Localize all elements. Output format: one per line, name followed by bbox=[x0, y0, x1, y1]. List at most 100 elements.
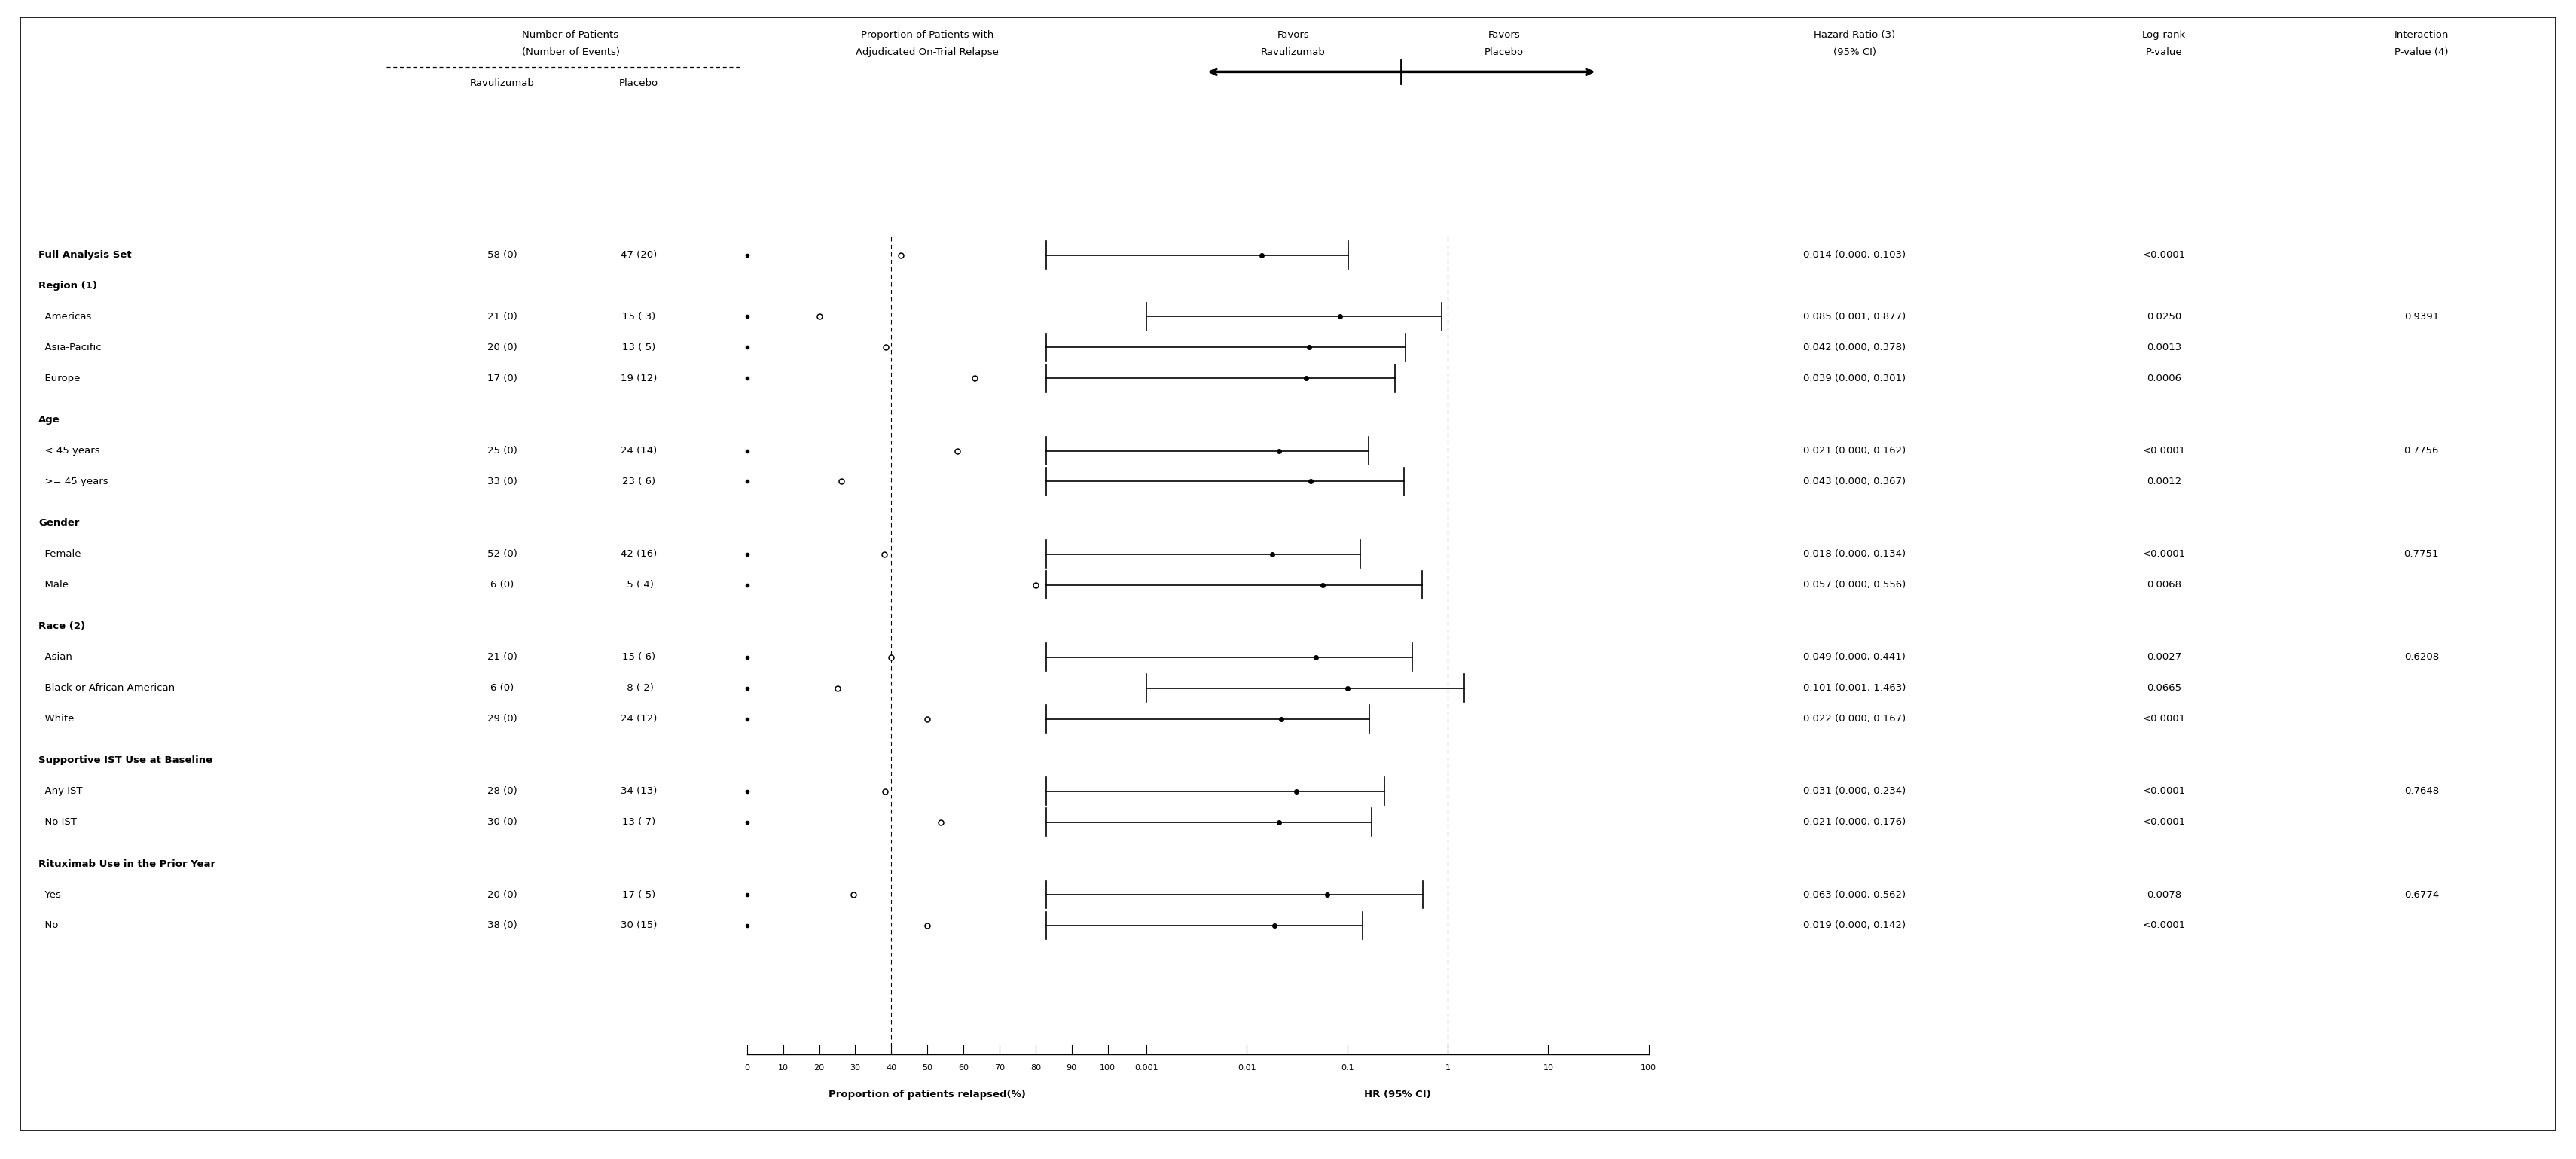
Text: Asian: Asian bbox=[39, 653, 72, 662]
Text: 0.019 (0.000, 0.142): 0.019 (0.000, 0.142) bbox=[1803, 920, 1906, 931]
Text: Age: Age bbox=[39, 415, 59, 425]
Text: 8 ( 2): 8 ( 2) bbox=[623, 684, 654, 693]
Text: 0.0006: 0.0006 bbox=[2146, 373, 2182, 384]
Text: Region (1): Region (1) bbox=[39, 280, 98, 291]
Text: 6 (0): 6 (0) bbox=[489, 684, 515, 693]
Text: Hazard Ratio (3): Hazard Ratio (3) bbox=[1814, 30, 1896, 39]
Text: 21 (0): 21 (0) bbox=[487, 653, 518, 662]
Text: 30 (0): 30 (0) bbox=[487, 817, 518, 828]
Text: 0.042 (0.000, 0.378): 0.042 (0.000, 0.378) bbox=[1803, 343, 1906, 352]
Text: Interaction: Interaction bbox=[2393, 30, 2450, 39]
Text: 0.6208: 0.6208 bbox=[2403, 653, 2439, 662]
Text: 0.0250: 0.0250 bbox=[2146, 312, 2182, 321]
Text: 0.039 (0.000, 0.301): 0.039 (0.000, 0.301) bbox=[1803, 373, 1906, 384]
Text: 0.0665: 0.0665 bbox=[2146, 684, 2182, 693]
Text: <0.0001: <0.0001 bbox=[2143, 446, 2184, 455]
Text: 0.7751: 0.7751 bbox=[2403, 549, 2439, 559]
Text: 0.031 (0.000, 0.234): 0.031 (0.000, 0.234) bbox=[1803, 787, 1906, 796]
Text: <0.0001: <0.0001 bbox=[2143, 714, 2184, 724]
Text: 34 (13): 34 (13) bbox=[621, 787, 657, 796]
Text: Male: Male bbox=[39, 580, 70, 590]
Text: 52 (0): 52 (0) bbox=[487, 549, 518, 559]
Text: 10: 10 bbox=[1543, 1064, 1553, 1071]
Text: Log-rank: Log-rank bbox=[2141, 30, 2187, 39]
Text: Supportive IST Use at Baseline: Supportive IST Use at Baseline bbox=[39, 756, 214, 765]
Text: <0.0001: <0.0001 bbox=[2143, 787, 2184, 796]
Text: 0.022 (0.000, 0.167): 0.022 (0.000, 0.167) bbox=[1803, 714, 1906, 724]
Text: 0.0012: 0.0012 bbox=[2146, 476, 2182, 487]
Text: P-value (4): P-value (4) bbox=[2396, 48, 2447, 57]
Text: <0.0001: <0.0001 bbox=[2143, 817, 2184, 828]
Text: Favors: Favors bbox=[1489, 30, 1520, 39]
Text: 20: 20 bbox=[814, 1064, 824, 1071]
Text: 0.7756: 0.7756 bbox=[2403, 446, 2439, 455]
Text: 0.0013: 0.0013 bbox=[2146, 343, 2182, 352]
Text: 0.0027: 0.0027 bbox=[2146, 653, 2182, 662]
Text: 0.9391: 0.9391 bbox=[2403, 312, 2439, 321]
Text: 13 ( 5): 13 ( 5) bbox=[623, 343, 654, 352]
Text: Americas: Americas bbox=[39, 312, 93, 321]
Text: 38 (0): 38 (0) bbox=[487, 920, 518, 931]
Text: 0.6774: 0.6774 bbox=[2403, 890, 2439, 899]
Text: Any IST: Any IST bbox=[39, 787, 82, 796]
Text: 80: 80 bbox=[1030, 1064, 1041, 1071]
Text: 5 ( 4): 5 ( 4) bbox=[623, 580, 654, 590]
Text: 30: 30 bbox=[850, 1064, 860, 1071]
Text: White: White bbox=[39, 714, 75, 724]
Text: (95% CI): (95% CI) bbox=[1834, 48, 1875, 57]
Text: 40: 40 bbox=[886, 1064, 896, 1071]
Text: 0.0068: 0.0068 bbox=[2146, 580, 2182, 590]
Text: Ravulizumab: Ravulizumab bbox=[469, 79, 536, 88]
Text: (Number of Events): (Number of Events) bbox=[520, 48, 621, 57]
Text: 29 (0): 29 (0) bbox=[487, 714, 518, 724]
Text: 28 (0): 28 (0) bbox=[487, 787, 518, 796]
Text: 0.01: 0.01 bbox=[1236, 1064, 1257, 1071]
Text: 0.7648: 0.7648 bbox=[2403, 787, 2439, 796]
Text: 42 (16): 42 (16) bbox=[621, 549, 657, 559]
Text: 100: 100 bbox=[1641, 1064, 1656, 1071]
Text: <0.0001: <0.0001 bbox=[2143, 920, 2184, 931]
Text: Number of Patients: Number of Patients bbox=[523, 30, 618, 39]
Text: 0.049 (0.000, 0.441): 0.049 (0.000, 0.441) bbox=[1803, 653, 1906, 662]
Text: 0.021 (0.000, 0.162): 0.021 (0.000, 0.162) bbox=[1803, 446, 1906, 455]
Text: 6 (0): 6 (0) bbox=[489, 580, 515, 590]
Text: Adjudicated On-Trial Relapse: Adjudicated On-Trial Relapse bbox=[855, 48, 999, 57]
Text: 15 ( 3): 15 ( 3) bbox=[623, 312, 654, 321]
Text: 0.085 (0.001, 0.877): 0.085 (0.001, 0.877) bbox=[1803, 312, 1906, 321]
Text: Gender: Gender bbox=[39, 518, 80, 529]
Text: 20 (0): 20 (0) bbox=[487, 890, 518, 899]
Text: Asia-Pacific: Asia-Pacific bbox=[39, 343, 100, 352]
Text: Favors: Favors bbox=[1278, 30, 1309, 39]
Text: Full Analysis Set: Full Analysis Set bbox=[39, 250, 131, 260]
Text: 0: 0 bbox=[744, 1064, 750, 1071]
Text: <0.0001: <0.0001 bbox=[2143, 549, 2184, 559]
Text: 0.1: 0.1 bbox=[1340, 1064, 1355, 1071]
Text: 13 ( 7): 13 ( 7) bbox=[623, 817, 654, 828]
Text: 33 (0): 33 (0) bbox=[487, 476, 518, 487]
Text: Black or African American: Black or African American bbox=[39, 684, 175, 693]
Text: Proportion of patients relapsed(%): Proportion of patients relapsed(%) bbox=[829, 1089, 1025, 1099]
Text: 0.001: 0.001 bbox=[1133, 1064, 1159, 1071]
Text: 60: 60 bbox=[958, 1064, 969, 1071]
Text: 30 (15): 30 (15) bbox=[621, 920, 657, 931]
Text: 50: 50 bbox=[922, 1064, 933, 1071]
Text: 0.057 (0.000, 0.556): 0.057 (0.000, 0.556) bbox=[1803, 580, 1906, 590]
Text: 15 ( 6): 15 ( 6) bbox=[623, 653, 654, 662]
Text: <0.0001: <0.0001 bbox=[2143, 250, 2184, 260]
Text: 17 ( 5): 17 ( 5) bbox=[623, 890, 654, 899]
Text: 58 (0): 58 (0) bbox=[487, 250, 518, 260]
Text: 100: 100 bbox=[1100, 1064, 1115, 1071]
Text: 0.014 (0.000, 0.103): 0.014 (0.000, 0.103) bbox=[1803, 250, 1906, 260]
Text: No IST: No IST bbox=[39, 817, 77, 828]
Text: 90: 90 bbox=[1066, 1064, 1077, 1071]
Text: 21 (0): 21 (0) bbox=[487, 312, 518, 321]
Text: 1: 1 bbox=[1445, 1064, 1450, 1071]
Text: Placebo: Placebo bbox=[618, 79, 659, 88]
Text: Placebo: Placebo bbox=[1484, 48, 1525, 57]
Text: 17 (0): 17 (0) bbox=[487, 373, 518, 384]
Text: 23 ( 6): 23 ( 6) bbox=[623, 476, 654, 487]
Text: No: No bbox=[39, 920, 59, 931]
Text: Race (2): Race (2) bbox=[39, 621, 85, 632]
Text: 19 (12): 19 (12) bbox=[621, 373, 657, 384]
Text: >= 45 years: >= 45 years bbox=[39, 476, 108, 487]
